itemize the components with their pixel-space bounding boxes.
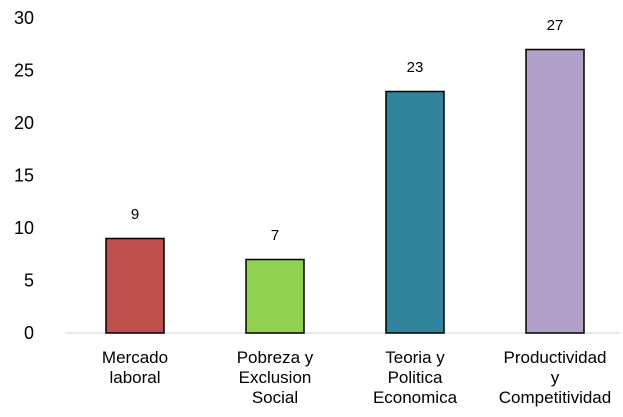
data-label: 9	[131, 206, 139, 223]
x-category-label-line: Productividad	[503, 348, 606, 367]
x-category-label-line: Economica	[373, 388, 458, 407]
data-label: 27	[547, 17, 564, 34]
x-category-label: Mercado laboral	[102, 348, 168, 387]
x-axis: Mercado laboral Pobreza y Exclusion Social Te…	[102, 348, 611, 407]
y-tick-label: 5	[24, 271, 34, 291]
x-category-label: Pobreza y Exclusion Social	[237, 348, 314, 407]
y-tick-label: 0	[24, 323, 34, 343]
x-category-label-line: Pobreza y	[237, 348, 314, 367]
bar	[525, 48, 585, 334]
x-category-label-line: laboral	[109, 368, 160, 387]
x-category-label-line: Exclusion	[239, 368, 312, 387]
y-tick-label: 25	[14, 61, 34, 81]
bar	[245, 258, 305, 334]
data-label: 7	[271, 227, 279, 244]
x-category-label: Productividad y Competitividad	[499, 348, 611, 407]
y-tick-label: 10	[14, 218, 34, 238]
x-category-label-line: Social	[252, 388, 298, 407]
x-category-label-line: y	[551, 368, 560, 387]
y-tick-label: 20	[14, 113, 34, 133]
data-label: 23	[407, 59, 424, 76]
x-category-label-line: Mercado	[102, 348, 168, 367]
bar	[385, 90, 445, 334]
data-labels: 9 7 23 27	[131, 17, 564, 244]
y-tick-label: 15	[14, 166, 34, 186]
x-category-label-line: Teoria y	[385, 348, 445, 367]
bar	[105, 237, 165, 334]
x-category-label: Teoria y Politica Economica	[373, 348, 458, 407]
x-category-label-line: Politica	[388, 368, 443, 387]
x-category-label-line: Competitividad	[499, 388, 611, 407]
y-tick-label: 30	[14, 8, 34, 28]
y-axis: 0 5 10 15 20 25 30	[14, 8, 34, 343]
bars	[105, 48, 585, 334]
